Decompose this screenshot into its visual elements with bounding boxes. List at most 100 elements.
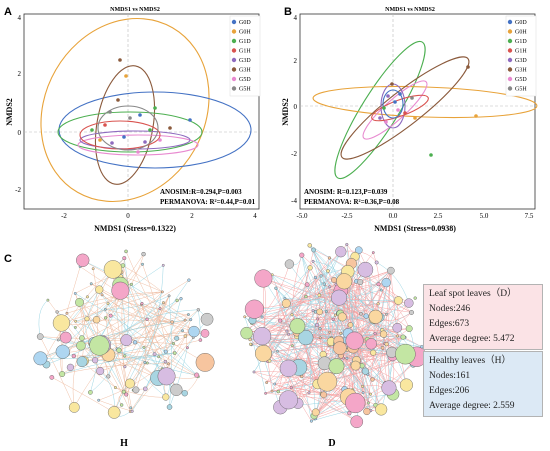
panel-b-y-ticks: 4 2 0 -2 -4 [291, 14, 297, 205]
panel-b-title: NMDS1 vs NMDS2 [385, 7, 435, 13]
panel-a-points [90, 58, 192, 154]
network-nodes [33, 249, 215, 419]
ellipse-g5d [77, 134, 199, 156]
ellipse-g1h [371, 94, 429, 122]
leaf-spot-title: Leaf spot leaves（D） [429, 289, 517, 299]
legend-frame [505, 15, 537, 97]
legend-marker [507, 29, 513, 34]
legend-marker [231, 57, 237, 63]
panel-a-anosim: ANOSIM:R=0.294,P=0.003 [160, 188, 242, 196]
legend-label: G0H [515, 30, 527, 36]
legend-label: G3D [239, 58, 251, 64]
panel-a-legend: G0D G0H G1D G1H G3D G3H G5D G5H [229, 15, 261, 97]
tick-label: 7.5 [525, 212, 534, 220]
tick-label: 5.0 [480, 212, 489, 220]
ellipse-g1d [334, 40, 426, 180]
panel-b: B NMDS1 vs NMDS2 -5.0 -2.5 0.0 2.5 [281, 6, 538, 233]
legend-label: G0D [515, 20, 527, 26]
leaf-spot-edges: Edges:673 [429, 319, 470, 329]
leaf-spot-info-box: Leaf spot leaves（D） Nodes:246 Edges:673 … [423, 284, 543, 350]
panel-c: C H D [4, 242, 427, 449]
panel-letter-c: C [4, 253, 12, 265]
legend-marker [507, 86, 513, 91]
legend-marker [231, 19, 237, 25]
tick-label: -5.0 [296, 212, 308, 220]
tick-label: 0 [126, 212, 130, 220]
panel-a: A NMDS1 vs NMDS2 -2 [4, 6, 261, 233]
legend-marker [507, 19, 513, 25]
legend-label: G1H [239, 49, 251, 55]
panel-b-x-ticks: -5.0 -2.5 0.0 2.5 5.0 7.5 [296, 212, 533, 220]
ellipse-g5d [362, 80, 428, 140]
tick-label: 2.5 [434, 212, 443, 220]
panel-b-legend: G0D G0H G1D G1H G3D G3H G5D G5H [505, 15, 537, 97]
legend-marker [507, 57, 513, 63]
tick-label: -4 [291, 197, 297, 205]
panel-a-ellipses [40, 17, 252, 203]
panel-b-points [378, 65, 478, 157]
legend-label: G3H [239, 68, 251, 74]
tick-label: -2.5 [341, 212, 353, 220]
network-h-label: H [120, 438, 128, 449]
network-healthy-leaves [33, 249, 215, 419]
tick-label: 4 [294, 14, 298, 22]
legend-label: G1D [515, 39, 527, 45]
legend-marker [231, 29, 237, 34]
leaf-spot-avg-degree: Average degree: 5.472 [429, 334, 515, 344]
panel-letter-b: B [284, 6, 292, 18]
panel-a-plot-area [23, 13, 260, 210]
network-d-label: D [328, 438, 335, 449]
tick-label: -2 [15, 186, 21, 194]
ellipse-g0d [382, 89, 404, 119]
ellipse-g0h [312, 85, 538, 119]
legend-marker [231, 38, 237, 44]
panel-a-title: NMDS1 vs NMDS2 [110, 7, 160, 13]
legend-label: G1D [239, 39, 251, 45]
panel-letter-a: A [4, 6, 12, 18]
healthy-info-box: Healthy leaves（H） Nodes:161 Edges:206 Av… [423, 351, 543, 417]
legend-label: G3H [515, 68, 527, 74]
network-nodes [240, 242, 427, 429]
tick-label: 0 [18, 129, 22, 137]
panel-a-y-axis-label: NMDS2 [5, 98, 14, 126]
panel-b-x-axis-label: NMDS1 (Stress=0.0938) [374, 224, 456, 233]
legend-marker [507, 48, 513, 53]
network-leaf-spot-leaves [240, 242, 427, 429]
ellipse-g3h [94, 65, 156, 185]
legend-label: G5H [515, 87, 527, 93]
panel-b-y-axis-label: NMDS2 [281, 98, 290, 126]
legend-label: G1H [515, 49, 527, 55]
panel-b-plot-area [299, 13, 536, 210]
tick-label: -2 [291, 150, 297, 158]
legend-marker [507, 76, 513, 82]
tick-label: 4 [253, 212, 257, 220]
legend-marker [231, 48, 237, 53]
tick-label: -2 [61, 212, 67, 220]
panel-a-permanova: PERMANOVA: R²=0.44,P=0.01 [160, 198, 256, 206]
legend-marker [231, 67, 237, 72]
panel-a-x-ticks: -2 0 2 4 [61, 212, 257, 220]
ellipse-g3h [340, 56, 470, 160]
tick-label: 2 [294, 57, 298, 65]
tick-label: 0.0 [389, 212, 398, 220]
panel-b-permanova: PERMANOVA: R²=0.36,P=0.08 [304, 198, 400, 206]
tick-label: 2 [190, 212, 194, 220]
panel-a-x-axis-label: NMDS1 (Stress=0.1322) [94, 224, 176, 233]
legend-marker [507, 38, 513, 44]
tick-label: 4 [18, 14, 22, 22]
ellipse-g0h [40, 17, 210, 203]
ellipse-g5h [97, 105, 159, 151]
healthy-edges: Edges:206 [429, 386, 470, 396]
ellipse-g0d [58, 91, 252, 169]
legend-marker [507, 67, 513, 72]
legend-frame [229, 15, 261, 97]
panel-b-ellipses [312, 40, 538, 180]
legend-marker [231, 76, 237, 82]
ellipse-g1d [57, 111, 203, 153]
panel-a-y-ticks: 4 2 0 -2 [15, 14, 21, 194]
panel-b-anosim: ANOSIM: R=0.123,P=0.039 [304, 188, 388, 196]
legend-label: G0D [239, 20, 251, 26]
tick-label: 0 [294, 103, 298, 111]
tick-label: 2 [18, 70, 22, 78]
